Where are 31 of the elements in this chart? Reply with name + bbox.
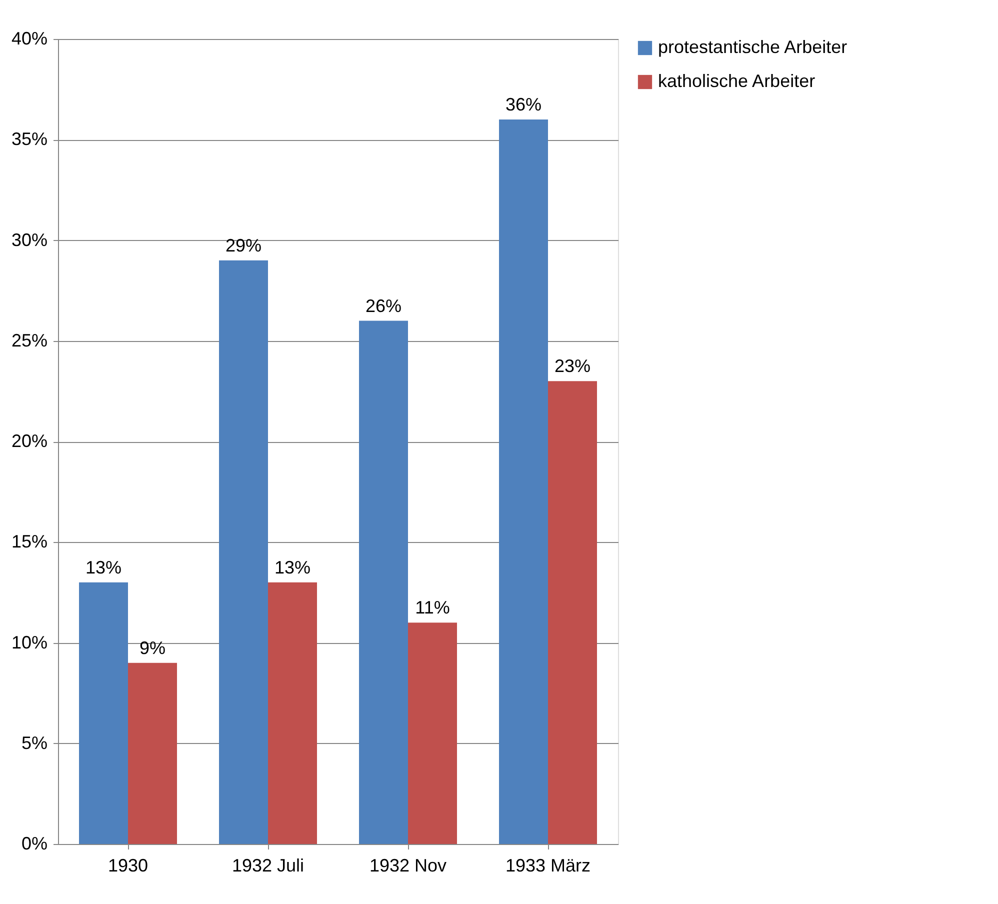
bar <box>219 260 268 844</box>
y-tick-label: 35% <box>11 129 48 150</box>
bar <box>79 582 128 844</box>
bar <box>128 662 177 844</box>
y-tick-label: 30% <box>11 230 48 250</box>
data-label: 26% <box>365 296 402 316</box>
bar <box>499 120 548 844</box>
data-label: 11% <box>415 598 450 618</box>
y-tick-label: 0% <box>21 834 48 854</box>
x-tick-label: 1930 <box>108 856 148 876</box>
x-tick-label: 1932 Nov <box>369 856 447 876</box>
data-label: 29% <box>225 235 262 256</box>
y-tick-label: 20% <box>11 431 48 451</box>
legend-label: protestantische Arbeiter <box>658 37 848 57</box>
data-label: 36% <box>505 94 542 114</box>
y-tick-label: 25% <box>11 330 48 350</box>
y-tick-label: 40% <box>11 28 48 48</box>
y-tick-label: 15% <box>11 532 48 552</box>
data-label: 13% <box>85 557 122 578</box>
legend-label: katholische Arbeiter <box>658 71 816 91</box>
data-label: 13% <box>274 557 311 578</box>
bar <box>359 320 408 844</box>
x-tick-label: 1933 März <box>505 856 591 876</box>
bar <box>268 582 317 844</box>
bar <box>408 622 457 844</box>
x-tick-label: 1932 Juli <box>232 856 304 876</box>
bar <box>548 381 597 844</box>
data-label: 9% <box>139 638 166 658</box>
data-label: 23% <box>554 356 591 376</box>
y-tick-label: 10% <box>11 632 48 652</box>
y-tick-label: 5% <box>21 732 48 753</box>
